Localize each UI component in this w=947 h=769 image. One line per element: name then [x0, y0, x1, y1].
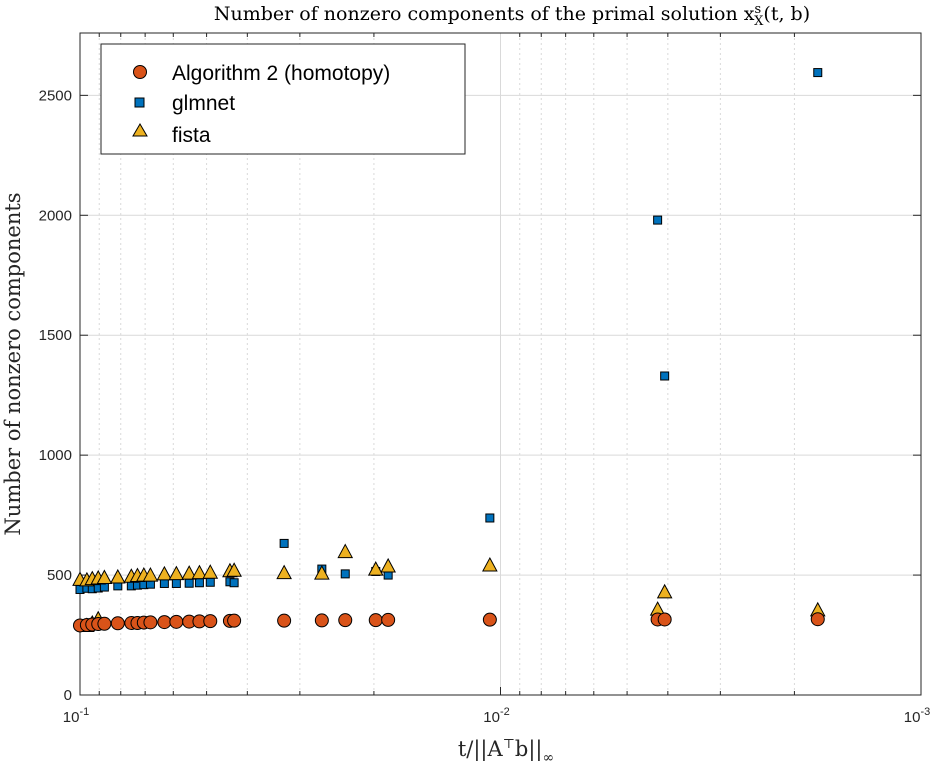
homotopy-point: [810, 612, 825, 627]
y-tick-label: 500: [47, 567, 72, 584]
y-tick-label: 1500: [39, 327, 72, 344]
x-axis-label: t/||A⊤b||∞: [458, 737, 554, 766]
glmnet-point: [279, 538, 289, 548]
fista-point: [181, 565, 198, 580]
fista-point: [226, 562, 242, 577]
fista-point: [202, 564, 219, 579]
x-tick-label: 10-1: [63, 706, 89, 726]
y-tick-label: 0: [64, 687, 72, 704]
homotopy-point: [157, 615, 172, 630]
fista-point: [656, 583, 673, 599]
glmnet-point: [660, 371, 670, 381]
glmnet-point: [485, 513, 495, 523]
fista-point: [142, 567, 159, 582]
homotopy-point: [338, 613, 353, 628]
glmnet-point: [229, 578, 239, 588]
homotopy-point: [381, 612, 396, 627]
homotopy-point: [143, 615, 158, 630]
fista-point: [168, 565, 185, 581]
fista-point: [337, 543, 354, 559]
y-axis-label: Number of nonzero components: [1, 192, 25, 535]
fista-point: [314, 565, 330, 580]
fista-point: [109, 568, 126, 584]
marker-layer: [72, 68, 826, 633]
y-tick-label: 2000: [39, 207, 72, 224]
homotopy-point: [110, 616, 125, 631]
legend-homotopy-marker: [133, 65, 147, 79]
homotopy-point: [169, 614, 184, 629]
legend-glmnet-label: glmnet: [172, 92, 235, 115]
homotopy-point: [314, 613, 329, 628]
legend-box: [100, 43, 466, 155]
y-tick-label: 2500: [39, 87, 72, 104]
glmnet-point: [184, 578, 194, 588]
legend: Algorithm 2 (homotopy) glmnet fista: [100, 43, 466, 155]
legend-fista-marker: [132, 123, 148, 137]
glmnet-point: [813, 68, 823, 78]
fista-point: [367, 561, 384, 576]
y-tick-label: 1000: [39, 447, 72, 464]
glmnet-point: [159, 578, 169, 588]
homotopy-point: [203, 614, 218, 629]
fista-point: [276, 564, 292, 580]
glmnet-point: [171, 578, 181, 588]
legend-glmnet-marker: [134, 97, 145, 108]
homotopy-point: [227, 613, 242, 628]
glmnet-point: [194, 578, 204, 588]
fista-point: [482, 556, 498, 572]
glmnet-point: [205, 577, 215, 587]
homotopy-point: [368, 613, 383, 628]
tick-layer: 10-1 10-2 10-3 0 500 1000 1500 2000 2500: [39, 33, 930, 726]
legend-homotopy-label: Algorithm 2 (homotopy): [172, 62, 390, 85]
glmnet-point: [653, 215, 663, 225]
homotopy-point: [657, 612, 672, 627]
chart-title: Number of nonzero components of the prim…: [214, 2, 810, 29]
fista-point: [156, 565, 173, 581]
glmnet-point: [340, 569, 350, 579]
fista-point: [380, 557, 396, 573]
fista-point: [96, 569, 113, 584]
fista-point: [191, 564, 208, 580]
x-tick-label: 10-3: [904, 706, 930, 726]
homotopy-point: [97, 616, 112, 631]
x-tick-label: 10-2: [483, 706, 509, 726]
homotopy-point: [277, 613, 292, 628]
homotopy-point: [482, 612, 497, 627]
legend-fista-label: fista: [172, 124, 211, 147]
